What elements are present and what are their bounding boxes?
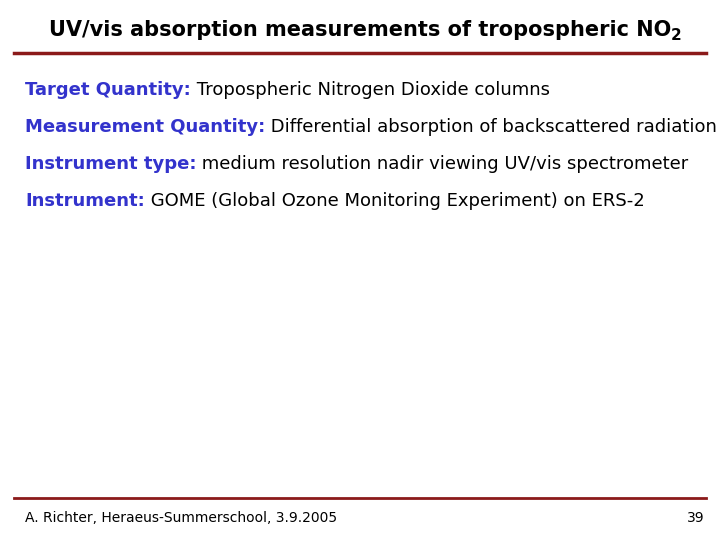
Text: Measurement Quantity:: Measurement Quantity: bbox=[25, 118, 265, 136]
Text: Tropospheric Nitrogen Dioxide columns: Tropospheric Nitrogen Dioxide columns bbox=[191, 81, 550, 99]
Text: 2: 2 bbox=[671, 28, 682, 43]
Text: medium resolution nadir viewing UV/vis spectrometer: medium resolution nadir viewing UV/vis s… bbox=[197, 155, 689, 173]
Text: 39: 39 bbox=[688, 511, 705, 525]
Text: A. Richter, Heraeus-Summerschool, 3.9.2005: A. Richter, Heraeus-Summerschool, 3.9.20… bbox=[25, 511, 337, 525]
Text: UV/vis absorption measurements of tropospheric NO: UV/vis absorption measurements of tropos… bbox=[49, 20, 671, 40]
Text: Differential absorption of backscattered radiation: Differential absorption of backscattered… bbox=[265, 118, 717, 136]
Text: Target Quantity:: Target Quantity: bbox=[25, 81, 191, 99]
Text: GOME (Global Ozone Monitoring Experiment) on ERS-2: GOME (Global Ozone Monitoring Experiment… bbox=[145, 192, 644, 210]
Text: Instrument:: Instrument: bbox=[25, 192, 145, 210]
Text: Instrument type:: Instrument type: bbox=[25, 155, 197, 173]
